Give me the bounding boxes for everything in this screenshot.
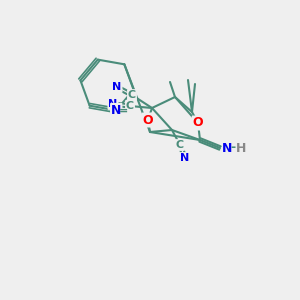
- Text: N: N: [180, 153, 190, 163]
- Text: N: N: [111, 104, 122, 117]
- Text: H: H: [236, 142, 246, 154]
- Text: -: -: [230, 142, 235, 154]
- Text: =: =: [119, 105, 128, 116]
- Text: N: N: [222, 142, 232, 154]
- Text: C: C: [126, 101, 134, 111]
- Text: O: O: [143, 113, 153, 127]
- Text: N: N: [108, 99, 118, 109]
- Text: O: O: [193, 116, 203, 130]
- Text: C: C: [128, 90, 136, 100]
- Text: C: C: [176, 140, 184, 150]
- Text: N: N: [112, 82, 122, 92]
